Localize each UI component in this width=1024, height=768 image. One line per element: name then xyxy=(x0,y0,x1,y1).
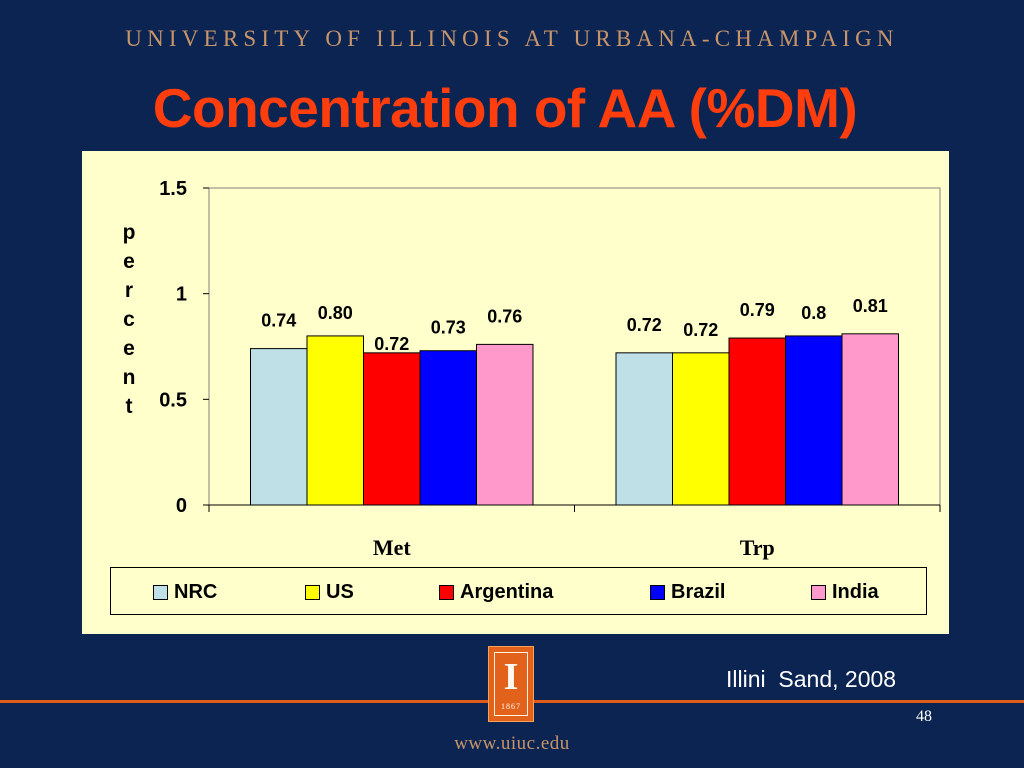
legend-label: NRC xyxy=(174,580,218,603)
footer-url: www.uiuc.edu xyxy=(454,733,570,754)
y-axis-label-char: e xyxy=(123,250,135,273)
data-label: 0.72 xyxy=(683,320,718,340)
data-label: 0.8 xyxy=(801,303,826,323)
y-axis-label-char: e xyxy=(123,337,135,360)
y-axis-label-char: r xyxy=(125,279,133,302)
y-tick-label: 0 xyxy=(176,495,187,517)
y-tick-label: 0.5 xyxy=(159,389,187,411)
university-logo: I 1867 xyxy=(488,646,534,722)
logo-glyph: I xyxy=(503,656,519,698)
legend-label: US xyxy=(326,580,354,603)
data-label: 0.79 xyxy=(740,300,775,320)
data-label: 0.73 xyxy=(431,318,466,338)
legend-swatch xyxy=(439,584,454,600)
legend-swatch xyxy=(153,584,168,600)
logo-year: 1867 xyxy=(501,702,521,711)
bar-trp-us xyxy=(672,352,730,506)
bar-met-argentina xyxy=(363,352,421,506)
bar-trp-nrc xyxy=(615,352,673,506)
bar-trp-brazil xyxy=(785,335,843,506)
slide-title: Concentration of AA (%DM) xyxy=(152,77,858,139)
bar-trp-india xyxy=(841,333,899,506)
chart-legend: NRC US Argentina Brazil India xyxy=(110,567,927,615)
legend-item-brazil: Brazil xyxy=(650,581,725,603)
source-credit: Illini Sand, 2008 xyxy=(726,666,897,692)
y-tick-label: 1 xyxy=(176,284,187,306)
legend-swatch xyxy=(650,584,665,600)
university-header: UNIVERSITY OF ILLINOIS AT URBANA-CHAMPAI… xyxy=(125,26,899,51)
legend-label: Brazil xyxy=(671,580,726,603)
data-label: 0.72 xyxy=(627,315,662,335)
y-axis-label-char: c xyxy=(123,308,135,331)
x-category-label: Trp xyxy=(740,535,775,560)
legend-swatch xyxy=(305,584,320,600)
data-label: 0.74 xyxy=(261,311,296,331)
bar-met-nrc xyxy=(250,348,308,506)
legend-item-nrc: NRC xyxy=(153,581,217,603)
bar-met-us xyxy=(306,335,364,506)
data-label: 0.81 xyxy=(853,296,888,316)
chart-panel: 0 0.5 1 1.5 p e r c e n t 0.74 0.80 0.72 0.73 0.76 Met 0.… xyxy=(82,151,949,634)
legend-item-india: India xyxy=(811,581,879,603)
page-number: 48 xyxy=(916,708,932,725)
bar-met-india xyxy=(476,343,534,506)
legend-swatch xyxy=(811,584,826,600)
legend-item-argentina: Argentina xyxy=(439,581,553,603)
bar-trp-argentina xyxy=(728,337,786,506)
data-label: 0.80 xyxy=(318,303,353,323)
bar-met-brazil xyxy=(419,350,477,506)
y-axis-label-char: n xyxy=(123,366,136,389)
legend-label: India xyxy=(832,580,879,603)
data-label: 0.76 xyxy=(487,306,522,326)
legend-label: Argentina xyxy=(460,580,554,603)
legend-item-us: US xyxy=(305,581,354,603)
y-axis-label-char: p xyxy=(123,221,136,244)
y-tick-label: 1.5 xyxy=(159,178,187,200)
data-label: 0.72 xyxy=(374,334,409,354)
y-axis-label-char: t xyxy=(126,395,133,418)
x-category-label: Met xyxy=(373,535,412,560)
